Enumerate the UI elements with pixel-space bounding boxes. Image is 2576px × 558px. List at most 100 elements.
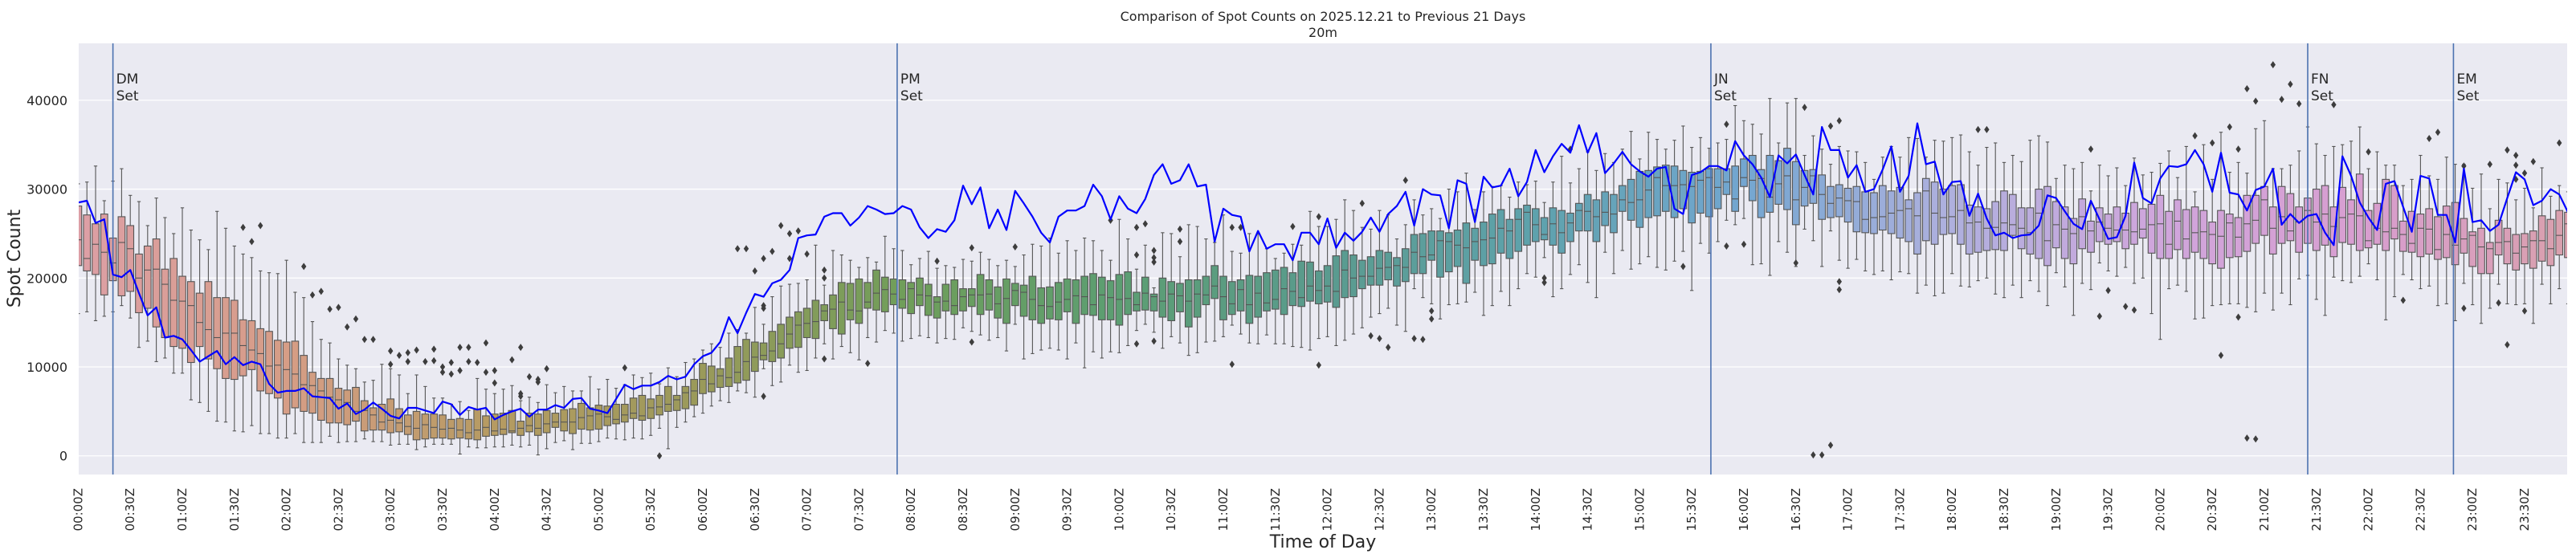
box-iqr (542, 409, 551, 434)
box-111 (1037, 245, 1046, 351)
box-23 (273, 273, 282, 439)
box-iqr (2382, 178, 2390, 251)
box-iqr (1740, 158, 1748, 187)
box-iqr (2364, 210, 2373, 249)
outlier-point (318, 287, 324, 295)
box-104 (976, 251, 985, 336)
event-label-name: JN (1713, 71, 1729, 88)
box-iqr (2512, 234, 2521, 271)
outlier-point (2288, 80, 2293, 88)
box-iqr (378, 403, 386, 431)
box-106 (994, 265, 1002, 339)
outlier-point (240, 223, 246, 231)
box-19 (239, 223, 247, 433)
box-70 (681, 361, 690, 423)
box-iqr (1965, 204, 1974, 255)
box-iqr (1245, 275, 1254, 324)
outlier-point (2088, 145, 2094, 153)
box-iqr (950, 279, 959, 316)
box-iqr (820, 303, 829, 322)
outlier-point (2253, 435, 2259, 443)
box-116 (1080, 237, 1089, 369)
outlier-point (2123, 303, 2129, 311)
box-iqr (1453, 229, 1462, 267)
outlier-point (804, 250, 810, 258)
box-iqr (1514, 208, 1523, 252)
outlier-point (786, 255, 793, 263)
box-iqr (1254, 275, 1263, 318)
box-iqr (2347, 199, 2355, 245)
box-45 (464, 344, 473, 448)
box-179 (1627, 131, 1635, 270)
box-152 (1393, 238, 1401, 326)
box-219 (1974, 125, 1982, 282)
outlier-point (396, 352, 402, 360)
x-tick-label: 14:00Z (1529, 488, 1543, 532)
box-74 (716, 347, 725, 401)
outlier-point (2505, 340, 2510, 348)
box-76 (733, 245, 742, 392)
box-220 (1982, 125, 1991, 279)
box-256 (2295, 100, 2304, 279)
box-iqr (933, 296, 941, 319)
box-128 (1184, 224, 1193, 356)
outlier-point (475, 358, 480, 366)
box-iqr (1089, 273, 1097, 316)
box-iqr (994, 286, 1002, 319)
box-75 (725, 332, 733, 403)
x-tick-label: 10:00Z (1112, 488, 1126, 532)
box-100 (941, 265, 950, 340)
box-194 (1757, 133, 1766, 265)
outlier-point (518, 393, 524, 401)
box-iqr (1948, 185, 1957, 234)
box-31 (343, 323, 352, 442)
outlier-point (448, 358, 454, 366)
outlier-point (656, 452, 663, 460)
box-iqr (1921, 177, 1930, 242)
x-tick-label: 15:30Z (1684, 488, 1699, 532)
box-iqr (976, 274, 985, 316)
box-280 (2503, 146, 2512, 348)
box-iqr (455, 417, 464, 439)
box-iqr (1661, 165, 1670, 212)
outlier-point (2096, 312, 2102, 320)
box-39 (412, 346, 421, 450)
box-93 (880, 235, 889, 332)
box-iqr (863, 282, 872, 309)
box-147 (1349, 210, 1357, 335)
box-iqr (1896, 186, 1904, 239)
box-3 (100, 200, 108, 317)
box-224 (2017, 161, 2026, 299)
box-229 (2060, 165, 2069, 287)
box-202 (1827, 122, 1835, 449)
box-iqr (985, 279, 994, 311)
boxes-layer (79, 61, 2567, 460)
box-170 (1549, 181, 1557, 298)
box-iqr (1748, 154, 1757, 202)
box-25 (291, 291, 300, 434)
x-tick-label: 22:30Z (2413, 488, 2427, 532)
box-iqr (2537, 215, 2546, 262)
outlier-point (2331, 100, 2337, 108)
box-iqr (1480, 222, 1488, 267)
box-156 (1427, 208, 1436, 323)
box-167 (1523, 184, 1531, 275)
box-284 (2537, 167, 2546, 285)
box-iqr (1280, 267, 1288, 316)
box-131 (1210, 242, 1219, 342)
box-243 (2182, 145, 2190, 292)
outlier-point (2296, 100, 2302, 108)
box-12 (178, 207, 186, 374)
box-iqr (1592, 199, 1601, 242)
box-iqr (716, 368, 725, 389)
outlier-point (1802, 104, 1807, 112)
box-iqr (802, 308, 811, 339)
box-iqr (464, 418, 473, 440)
x-tick-label: 19:00Z (2049, 488, 2064, 532)
box-276 (2468, 187, 2477, 306)
box-iqr (733, 346, 742, 384)
box-iqr (941, 283, 950, 312)
box-174 (1583, 151, 1592, 283)
x-tick-label: 01:30Z (227, 488, 242, 532)
